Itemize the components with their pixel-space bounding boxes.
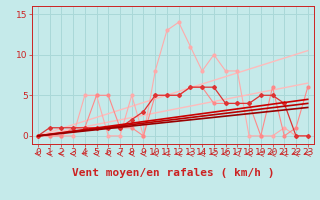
X-axis label: Vent moyen/en rafales ( km/h ): Vent moyen/en rafales ( km/h ): [72, 168, 274, 178]
